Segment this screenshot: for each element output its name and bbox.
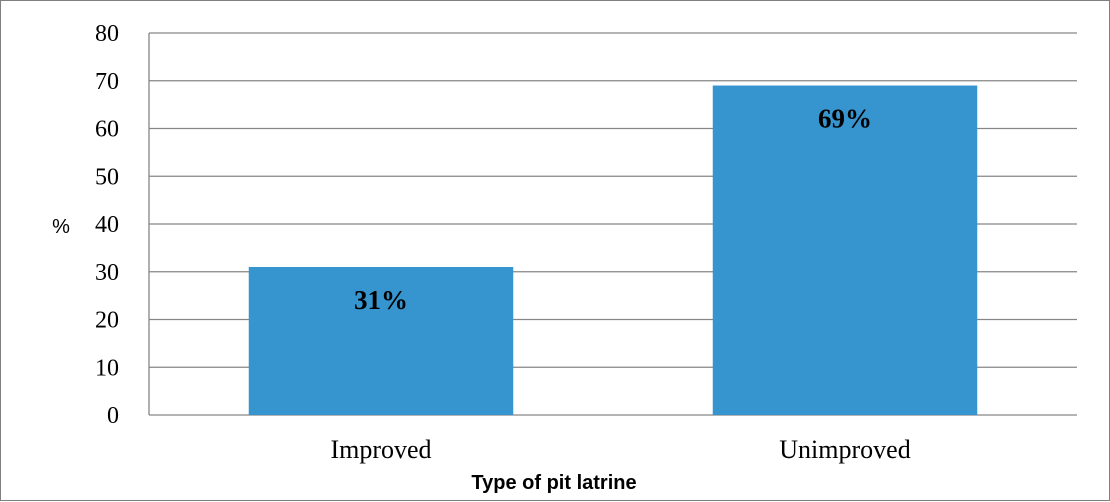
- y-axis-ticks: 0 10 20 30 40 50 60 70 80: [95, 21, 119, 429]
- y-tick-label: 20: [95, 308, 119, 334]
- y-tick-label: 70: [95, 69, 119, 95]
- category-label-improved: Improved: [330, 435, 431, 464]
- data-label-unimproved: 69%: [818, 104, 872, 134]
- category-label-unimproved: Unimproved: [779, 435, 910, 464]
- bar-unimproved: [712, 85, 978, 416]
- y-tick-label: 40: [95, 212, 119, 238]
- data-labels: 31% 69%: [354, 104, 872, 315]
- y-tick-label: 10: [95, 355, 119, 381]
- y-tick-label: 30: [95, 260, 119, 286]
- y-axis-label: %: [52, 216, 70, 238]
- x-axis-categories: Improved Unimproved: [330, 435, 910, 464]
- y-tick-label: 50: [95, 164, 119, 190]
- y-tick-label: 80: [95, 21, 119, 47]
- data-label-improved: 31%: [354, 285, 408, 315]
- y-tick-label: 60: [95, 117, 119, 143]
- x-axis-label: Type of pit latrine: [471, 472, 636, 494]
- bar-improved: [248, 266, 514, 415]
- y-tick-label: 0: [107, 403, 119, 429]
- bars: [248, 85, 978, 416]
